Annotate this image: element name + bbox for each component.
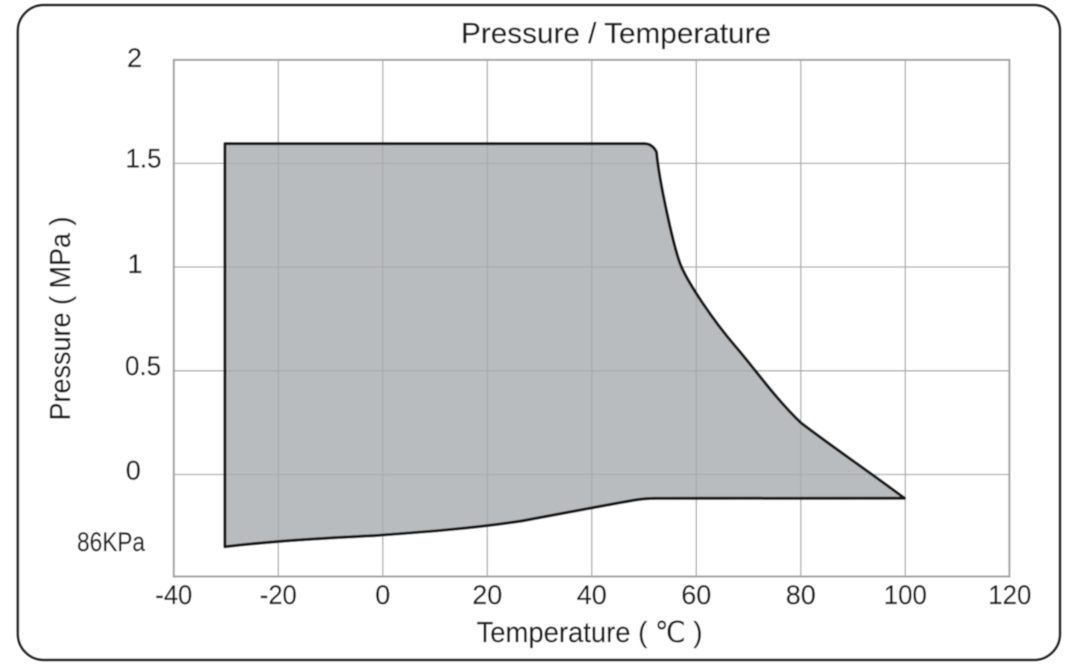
svg-text:2: 2 [127, 43, 142, 73]
svg-text:86KPa: 86KPa [77, 527, 146, 557]
svg-text:120: 120 [988, 580, 1031, 610]
svg-text:Pressure ( MPa ): Pressure ( MPa ) [45, 216, 77, 420]
svg-text:-40: -40 [155, 580, 192, 610]
svg-text:1: 1 [128, 249, 143, 279]
svg-text:80: 80 [786, 580, 816, 610]
svg-text:0: 0 [126, 456, 141, 486]
svg-text:100: 100 [884, 580, 927, 610]
svg-text:20: 20 [472, 580, 502, 610]
svg-text:0: 0 [375, 580, 390, 610]
svg-text:-20: -20 [260, 580, 297, 610]
svg-text:40: 40 [577, 580, 607, 610]
svg-text:1.5: 1.5 [126, 144, 162, 174]
svg-text:60: 60 [681, 580, 711, 610]
svg-text:Pressure / Temperature: Pressure / Temperature [461, 18, 771, 50]
svg-text:Temperature ( ℃ ): Temperature ( ℃ ) [477, 617, 703, 649]
svg-text:0.5: 0.5 [125, 351, 161, 381]
